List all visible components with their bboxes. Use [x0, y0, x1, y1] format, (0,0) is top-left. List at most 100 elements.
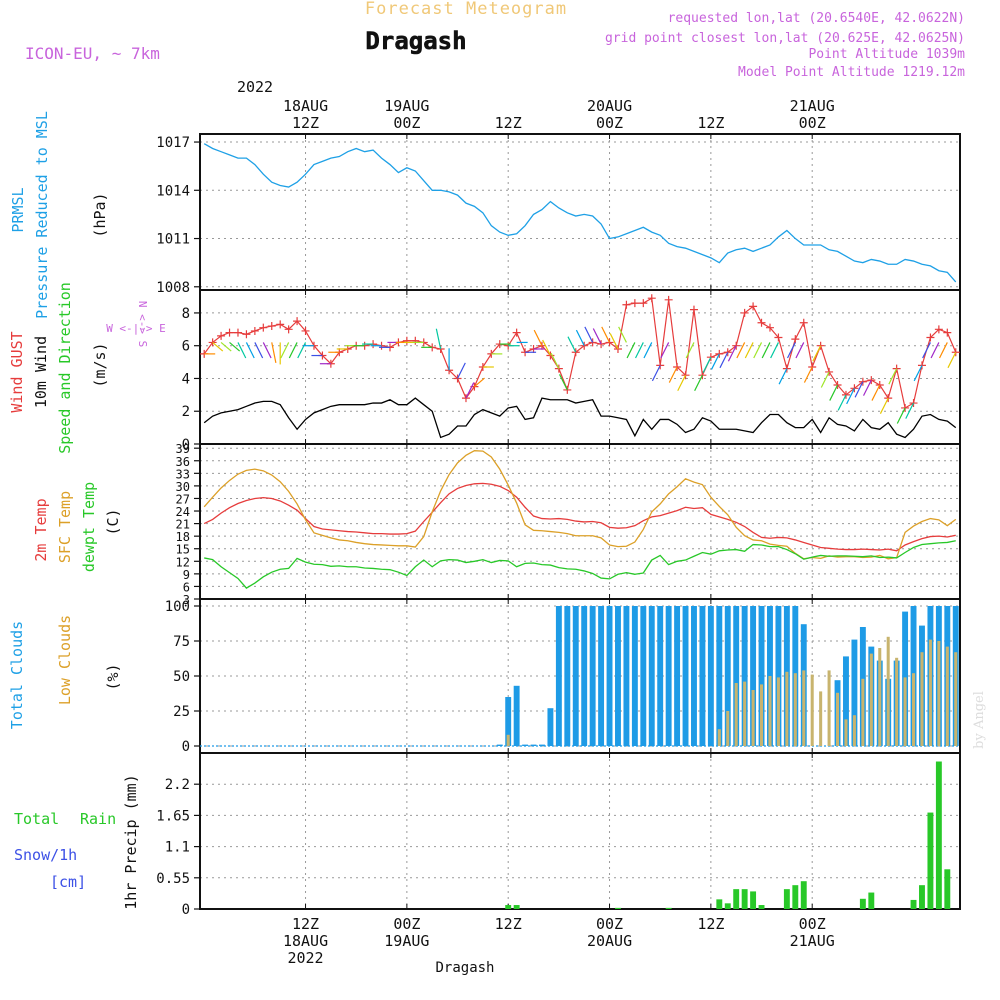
- wind-arrow: [905, 402, 915, 419]
- temp-label-2: SFC Temp: [56, 491, 74, 563]
- clouds-unit: (%): [104, 663, 122, 690]
- gust-marker: [875, 381, 884, 390]
- y-tick-label: 8: [182, 306, 190, 322]
- time-label-bottom: 21AUG: [790, 932, 835, 950]
- wind-arrow: [456, 362, 466, 379]
- bar-rain: [927, 812, 934, 909]
- wind-arrow: [634, 342, 644, 359]
- wind-arrow: [245, 342, 255, 359]
- time-label-bottom: 00Z: [596, 915, 623, 933]
- y-tick-label: 24: [176, 505, 190, 519]
- model-label: ICON-EU, ~ 7km: [25, 44, 160, 63]
- wind-arrow: [229, 341, 241, 352]
- wind-arrow: [550, 352, 560, 369]
- bar-low-clouds: [768, 676, 772, 746]
- time-label-bottom: 12Z: [292, 915, 319, 933]
- wind-arrow: [592, 328, 602, 345]
- y-tick-label: 100: [165, 599, 190, 615]
- time-label-top: 12Z: [697, 114, 724, 132]
- y-tick-label: 3: [183, 593, 190, 607]
- y-tick-label: 33: [176, 467, 190, 481]
- bar-total-clouds: [598, 606, 605, 746]
- wind-arrow: [770, 342, 779, 359]
- precip-axis-label: 1hr Precip (mm): [122, 774, 140, 909]
- wind-arrow: [601, 326, 611, 343]
- wind-arrow: [913, 365, 923, 382]
- gust-marker: [613, 344, 622, 353]
- bar-total-clouds: [648, 606, 655, 746]
- requested-coords: requested lon,lat (20.6540E, 42.0622N): [668, 11, 965, 26]
- bar-rain: [935, 761, 942, 909]
- bar-rain: [733, 889, 740, 909]
- gust-marker: [293, 317, 302, 326]
- time-label-bottom: 12Z: [495, 915, 522, 933]
- bar-low-clouds: [506, 734, 510, 746]
- bar-low-clouds: [903, 677, 907, 746]
- gust-marker: [453, 374, 462, 383]
- wind-unit: (m/s): [91, 342, 109, 387]
- precip-label-snow: Snow/1h: [14, 846, 77, 864]
- gust-marker: [259, 323, 268, 332]
- bar-total-clouds: [640, 606, 647, 746]
- bar-low-clouds: [726, 711, 730, 746]
- y-tick-label: 6: [182, 339, 190, 355]
- bar-total-clouds: [496, 744, 503, 746]
- gust-marker: [622, 300, 631, 309]
- bar-total-clouds: [665, 606, 672, 746]
- compass-we: W <-|-> E: [106, 322, 166, 335]
- gust-marker: [706, 353, 715, 362]
- time-label-bottom: 19AUG: [384, 932, 429, 950]
- gust-marker: [512, 328, 521, 337]
- time-label-bottom: 20AUG: [587, 932, 632, 950]
- gust-marker: [233, 328, 242, 337]
- gust-marker: [597, 340, 606, 349]
- wind-arrow: [871, 384, 881, 401]
- bar-total-clouds: [530, 744, 537, 746]
- wind-arrow: [297, 342, 307, 359]
- wind-arrow: [660, 342, 670, 359]
- bar-low-clouds: [928, 639, 932, 746]
- bar-low-clouds: [751, 690, 755, 746]
- gust-marker: [605, 338, 614, 347]
- bar-total-clouds: [691, 606, 697, 746]
- bar-low-clouds: [954, 652, 958, 746]
- gust-marker: [276, 320, 285, 329]
- gust-marker: [698, 371, 707, 380]
- wind-arrow: [778, 368, 788, 385]
- wind-arrow: [575, 329, 585, 346]
- gust-marker: [647, 294, 656, 303]
- bar-low-clouds: [912, 673, 916, 746]
- y-tick-label: 1.65: [156, 808, 190, 824]
- bar-total-clouds: [615, 606, 621, 746]
- gust-marker: [250, 326, 259, 335]
- clouds-label-2: Low Clouds: [56, 615, 74, 705]
- time-label-top: 00Z: [799, 114, 826, 132]
- y-tick-label: 9: [183, 568, 190, 582]
- wind-arrow: [862, 379, 872, 396]
- wind-arrow: [567, 336, 577, 353]
- bar-low-clouds: [743, 681, 747, 746]
- wind-arrow: [237, 342, 247, 359]
- point-altitude: Point Altitude 1039m: [808, 47, 965, 62]
- bar-total-clouds: [733, 606, 740, 746]
- wind-arrow: [618, 326, 627, 343]
- wind-arrow: [922, 342, 931, 359]
- bar-total-clouds: [606, 606, 613, 746]
- temp-label-1: 2m Temp: [32, 498, 50, 561]
- gust-marker: [951, 348, 960, 357]
- time-label-top: 12Z: [495, 114, 522, 132]
- y-tick-label: 30: [176, 480, 190, 494]
- bar-low-clouds: [785, 671, 789, 746]
- bar-total-clouds: [657, 606, 664, 746]
- bar-total-clouds: [851, 639, 858, 746]
- y-tick-label: 0: [182, 902, 190, 918]
- bar-low-clouds: [937, 641, 941, 746]
- bar-total-clouds: [750, 606, 757, 746]
- bar-low-clouds: [920, 652, 924, 746]
- bar-low-clouds: [810, 674, 814, 746]
- y-tick-label: 27: [176, 492, 190, 506]
- y-tick-label: 25: [173, 704, 190, 720]
- temp-label-3: dewpt Temp: [80, 482, 98, 572]
- bar-low-clouds: [793, 673, 797, 746]
- bar-rain: [919, 885, 925, 909]
